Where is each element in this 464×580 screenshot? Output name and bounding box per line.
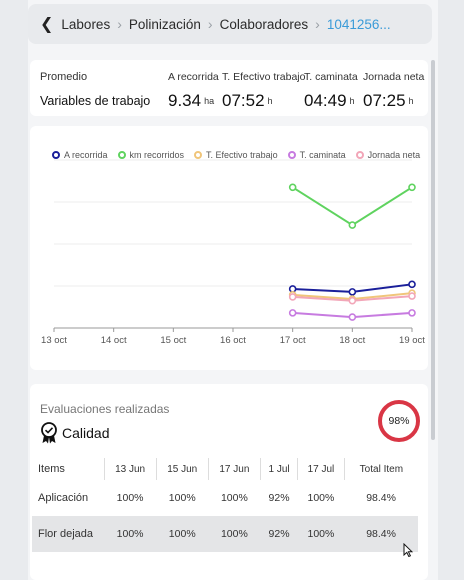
legend-dot-icon: [52, 151, 60, 159]
data-point: [408, 292, 416, 300]
table-cell: 100%: [116, 492, 144, 504]
legend-item[interactable]: A recorrida: [52, 150, 108, 160]
legend-item[interactable]: T. caminata: [287, 150, 346, 160]
chevron-right-icon: ›: [117, 16, 122, 32]
x-tick-label: 15 oct: [160, 335, 186, 346]
column-header: 17 Jul: [297, 458, 345, 480]
breadcrumb-current: 1041256...: [326, 16, 391, 32]
legend-label: Jornada neta: [367, 150, 421, 160]
promedio-label: Promedio: [40, 71, 88, 83]
evaluations-card: Evaluaciones realizadas Calidad 98% Item…: [30, 384, 428, 580]
row-name: Aplicación: [38, 492, 89, 504]
metric-label-jornada: Jornada neta: [363, 71, 425, 83]
data-point: [408, 309, 416, 317]
x-tick-label: 17 oct: [280, 335, 306, 346]
table-cell: 100%: [208, 516, 261, 552]
chevron-right-icon: ›: [207, 16, 213, 32]
chart-legend: A recorrida km recorridos T. Efectivo trab…: [52, 150, 430, 160]
table-row[interactable]: Flor dejada 100% 100% 100% 92% 100% 98.4…: [32, 516, 418, 552]
x-tick-label: 13 oct: [41, 335, 67, 346]
data-point: [348, 296, 357, 305]
column-header: Items: [38, 463, 65, 475]
metric-value: 07:25: [363, 91, 406, 110]
table-cell: 98.4%: [366, 492, 396, 504]
data-point: [408, 183, 416, 192]
data-point: [348, 221, 357, 229]
row-name: Flor dejada: [32, 516, 104, 552]
variables-title: Variables de trabajo: [40, 94, 151, 108]
award-badge-icon: [41, 422, 57, 444]
table-header-row: Items 13 Jun 15 Jun 17 Jun 1 Jul 17 Jul …: [32, 458, 418, 480]
calidad-heading: Calidad: [40, 422, 109, 444]
table-cell: 100%: [104, 516, 157, 552]
x-tick-label: 16 oct: [220, 335, 246, 346]
variables-card: Promedio Variables de trabajo A recorrid…: [30, 60, 428, 116]
metric-unit: h: [408, 96, 414, 106]
metric-t-efectivo: 07:52 h: [222, 91, 273, 111]
column-header: 15 Jun: [155, 458, 209, 480]
scrollbar[interactable]: [431, 60, 435, 440]
column-header: 17 Jun: [207, 458, 261, 480]
data-point: [348, 313, 357, 321]
x-tick-label: 18 oct: [339, 335, 365, 346]
column-header: 1 Jul: [259, 458, 298, 480]
legend-dot-icon: [287, 151, 296, 159]
table-cell: 92%: [260, 516, 298, 552]
data-point: [408, 280, 416, 289]
evaluations-title: Evaluaciones realizadas: [40, 402, 170, 416]
evaluations-table: Items 13 Jun 15 Jun 17 Jun 1 Jul 17 Jul …: [32, 458, 418, 552]
line-chart: 13 oct 14 oct 15 oct 16 oct 17 oct 18 oct 19 o…: [41, 159, 425, 346]
data-point: [288, 309, 297, 317]
breadcrumb-item-labores[interactable]: Labores: [61, 16, 111, 32]
data-point: [288, 183, 297, 192]
metric-unit: h: [349, 96, 355, 106]
table-cell: 100%: [307, 492, 335, 504]
legend-dot-icon: [194, 151, 203, 159]
breadcrumb-item-polinizacion[interactable]: Polinización: [128, 16, 201, 32]
metric-label-t-caminata: T. caminata: [304, 71, 358, 83]
legend-item[interactable]: km recorridos: [117, 150, 185, 160]
x-tick-label: 14 oct: [101, 335, 127, 346]
metric-value: 04:49: [304, 91, 347, 110]
table-row[interactable]: Aplicación 100% 100% 100% 92% 100% 98.4%: [32, 480, 418, 516]
metric-jornada: 07:25 h: [363, 91, 414, 111]
legend-label: T. caminata: [299, 150, 346, 160]
legend-item[interactable]: Jornada neta: [355, 150, 421, 160]
metric-value: 9.34: [168, 91, 202, 110]
table-cell: 100%: [220, 492, 248, 504]
legend-label: T. Efectivo trabajo: [206, 150, 278, 160]
series-line: [292, 186, 413, 227]
mouse-cursor-icon: [403, 543, 413, 557]
breadcrumb: ❮ Labores › Polinización › Colaboradores…: [28, 4, 432, 44]
back-chevron-icon[interactable]: ❮: [40, 16, 54, 33]
metric-unit: ha: [204, 96, 215, 106]
quality-percent-ring: 98%: [378, 400, 420, 442]
metric-unit: h: [267, 96, 273, 106]
x-tick-label: 19 oct: [399, 335, 425, 346]
chevron-right-icon: ›: [315, 16, 320, 32]
column-header: Total Item: [343, 458, 418, 480]
metric-label-t-efectivo: T. Efectivo trabajo: [222, 71, 306, 83]
table-cell: 100%: [168, 492, 196, 504]
breadcrumb-item-colaboradores[interactable]: Colaboradores: [219, 16, 309, 32]
table-cell: 100%: [297, 516, 345, 552]
chart-card: A recorrida km recorridos T. Efectivo trab…: [30, 126, 428, 370]
table-cell: 92%: [268, 492, 290, 504]
data-point: [348, 288, 357, 296]
quality-percent: 98%: [388, 415, 410, 427]
calidad-label: Calidad: [62, 425, 110, 441]
data-point: [288, 293, 297, 301]
metric-t-caminata: 04:49 h: [304, 91, 355, 111]
metric-a-recorrida: 9.34 ha: [168, 91, 214, 111]
legend-label: km recorridos: [129, 150, 185, 160]
column-header: 13 Jun: [103, 458, 157, 480]
legend-dot-icon: [355, 151, 364, 159]
legend-item[interactable]: T. Efectivo trabajo: [194, 150, 278, 160]
table-cell: 100%: [156, 516, 209, 552]
legend-dot-icon: [117, 151, 126, 159]
metric-label-a-recorrida: A recorrida: [168, 71, 219, 83]
app-screen: ❮ Labores › Polinización › Colaboradores…: [28, 0, 438, 580]
legend-label: A recorrida: [64, 150, 108, 160]
metric-value: 07:52: [222, 91, 265, 110]
